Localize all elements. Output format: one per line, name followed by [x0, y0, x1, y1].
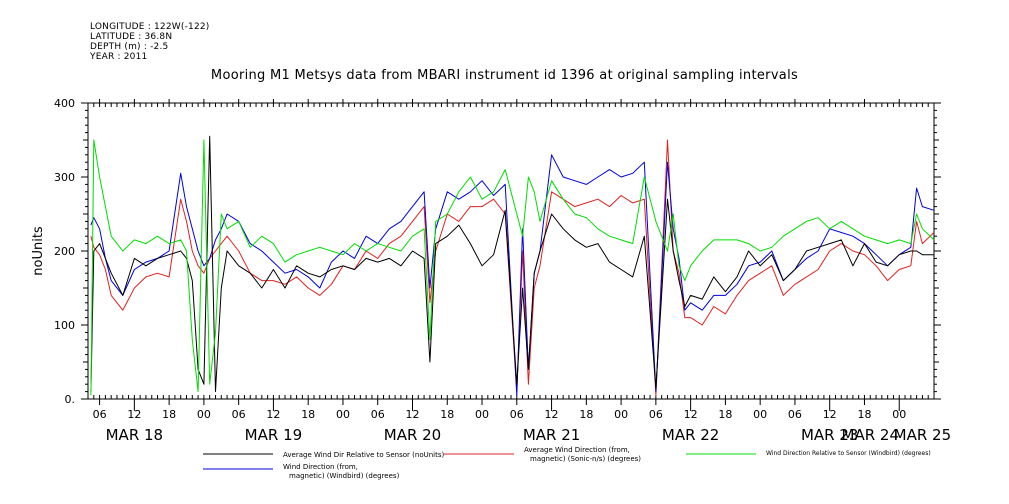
x-tick-label: 00 — [336, 408, 350, 421]
x-day-label: MAR 24 — [842, 426, 899, 444]
x-tick-label: 12 — [684, 408, 698, 421]
x-tick-label: 18 — [857, 408, 871, 421]
x-day-label: MAR 21 — [523, 426, 580, 444]
x-tick-label: 18 — [301, 408, 315, 421]
x-tick-label: 12 — [266, 408, 280, 421]
legend-label-1: Average Wind Dir Relative to Sensor (noU… — [283, 451, 444, 459]
x-tick-label: 00 — [892, 408, 906, 421]
x-day-label: MAR 18 — [106, 426, 163, 444]
x-tick-label: 06 — [371, 408, 385, 421]
series-line-2 — [90, 139, 935, 396]
y-tick-label: 0. — [65, 393, 76, 406]
x-tick-label: 12 — [405, 408, 419, 421]
year-label: YEAR : 2011 — [90, 52, 148, 62]
series-group — [90, 135, 935, 396]
x-tick-label: 06 — [788, 408, 802, 421]
x-tick-label: 18 — [440, 408, 454, 421]
y-tick-label: 100 — [54, 319, 75, 332]
x-tick-label: 12 — [127, 408, 141, 421]
legend-group: Average Wind Dir Relative to Sensor (noU… — [203, 446, 931, 480]
x-tick-label: 06 — [510, 408, 524, 421]
longitude-label: LONGITUDE : 122W(-122) — [90, 22, 210, 32]
x-day-label: MAR 25 — [894, 426, 951, 444]
latitude-label: LATITUDE : 36.8N — [90, 32, 173, 42]
x-tick-label: 18 — [162, 408, 176, 421]
x-day-label: MAR 19 — [245, 426, 302, 444]
x-tick-label: 00 — [753, 408, 767, 421]
x-tick-label: 06 — [649, 408, 663, 421]
x-day-label: MAR 22 — [662, 426, 719, 444]
x-tick-label: 06 — [232, 408, 246, 421]
y-tick-label: 300 — [54, 171, 75, 184]
series-line-1 — [90, 135, 934, 393]
legend-label-2: Average Wind Direction (from, magnetic) (… — [524, 446, 641, 463]
x-tick-label: 00 — [197, 408, 211, 421]
y-tick-label: 400 — [54, 97, 75, 110]
x-tick-label: 12 — [545, 408, 559, 421]
x-tick-label: 18 — [718, 408, 732, 421]
x-tick-label: 06 — [93, 408, 107, 421]
x-day-label: MAR 20 — [384, 426, 441, 444]
chart-title: Mooring M1 Metsys data from MBARI instru… — [210, 68, 799, 83]
x-tick-label: 00 — [475, 408, 489, 421]
x-day-label: MAR 23 — [801, 426, 858, 444]
depth-label: DEPTH (m) : -2.5 — [90, 42, 169, 52]
legend-label-3: Wind Direction Relative to Sensor (Windb… — [766, 450, 931, 457]
legend-label-4: Wind Direction (from, magnetic) (Windbird… — [283, 463, 400, 480]
x-tick-label: 12 — [823, 408, 837, 421]
series-line-3 — [90, 139, 935, 396]
x-tick-label: 18 — [579, 408, 593, 421]
x-tick-label: 00 — [614, 408, 628, 421]
y-tick-label: 200 — [54, 245, 75, 258]
y-axis-label: noUnits — [31, 226, 46, 276]
axes-group: 06 12 18 00 06 12 18 00 06 12 18 00 06 12 18 00 06 12 18 00… — [31, 97, 951, 444]
